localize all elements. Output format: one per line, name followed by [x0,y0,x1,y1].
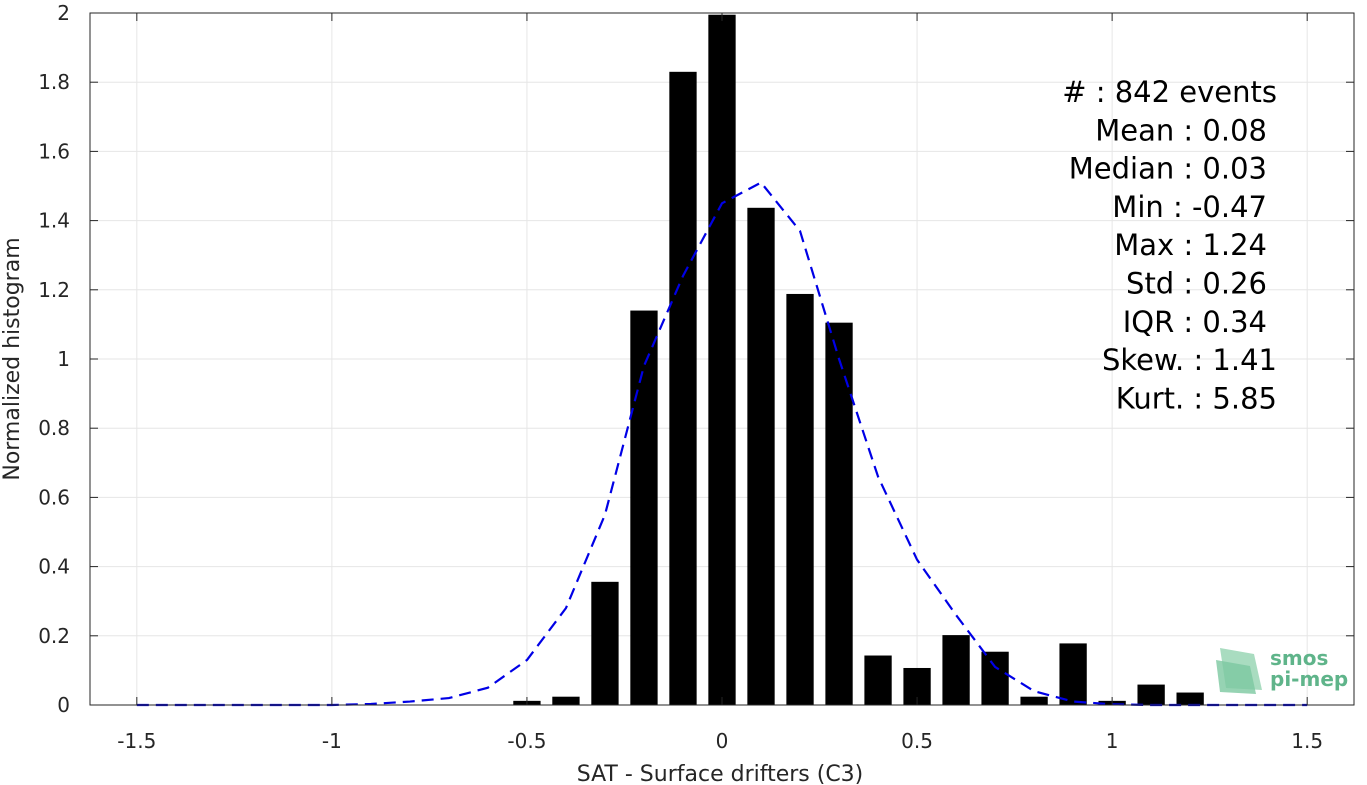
y-tick-label: 0 [57,693,70,717]
y-tick-label: 1.8 [38,70,70,94]
stat-line: Kurt. : 5.85 [1116,381,1277,415]
y-tick-label: 2 [57,1,70,25]
stat-line: Std : 0.26 [1126,267,1267,301]
histogram-bar [630,310,658,705]
y-axis-label: Normalized histogram [0,237,25,480]
histogram-bar [1059,643,1087,705]
histogram-bar [1176,692,1204,705]
histogram-bar [669,71,697,705]
histogram-bar [1137,684,1165,705]
histogram-bar [552,696,580,705]
y-tick-label: 0.6 [38,485,70,509]
x-tick-label: -0.5 [507,729,546,753]
stat-line: Skew. : 1.41 [1102,343,1277,377]
x-tick-label: 0 [716,729,729,753]
y-tick-labels: 0 0.2 0.4 0.6 0.8 1 1.2 1.4 1.6 1.8 2 [38,1,70,717]
logo: smos pi-mep [1216,646,1348,694]
histogram-bar [591,581,619,705]
y-tick-label: 1.6 [38,139,70,163]
x-tick-label: 0.5 [901,729,933,753]
x-tick-labels: -1.5 -1 -0.5 0 0.5 1 1.5 [117,729,1323,753]
tick-marks [90,12,1354,706]
stat-line: IQR : 0.34 [1123,305,1267,339]
x-tick-label: 1 [1106,729,1119,753]
y-tick-label: 1.2 [38,278,70,302]
histogram-bar [981,651,1009,705]
stat-line: Mean : 0.08 [1095,113,1267,147]
x-tick-label: 1.5 [1291,729,1323,753]
stat-line: Min : -0.47 [1112,190,1267,224]
x-tick-label: -1 [322,729,342,753]
histogram-bar [942,635,970,705]
x-tick-label: -1.5 [117,729,156,753]
y-tick-label: 1.4 [38,209,70,233]
stats-box: # : 842 events Mean : 0.08 Median : 0.03 Mi… [1062,75,1277,415]
logo-icon [1216,648,1262,694]
stat-line: # : 842 events [1062,75,1277,109]
x-axis-label: SAT - Surface drifters (C3) [577,762,864,785]
y-tick-label: 0.2 [38,624,70,648]
histogram-bar [825,322,853,705]
logo-text-line2: pi-mep [1270,667,1348,691]
stat-line: Max : 1.24 [1114,228,1267,262]
logo-text-line1: smos [1270,646,1328,670]
histogram-bar [1020,696,1048,705]
y-tick-label: 1 [57,347,70,371]
histogram-bar [786,293,814,705]
histogram-bar [708,14,736,706]
histogram-bar [864,655,892,705]
y-tick-label: 0.4 [38,555,70,579]
stat-line: Median : 0.03 [1069,152,1267,186]
y-tick-label: 0.8 [38,416,70,440]
histogram-bar [747,207,775,705]
